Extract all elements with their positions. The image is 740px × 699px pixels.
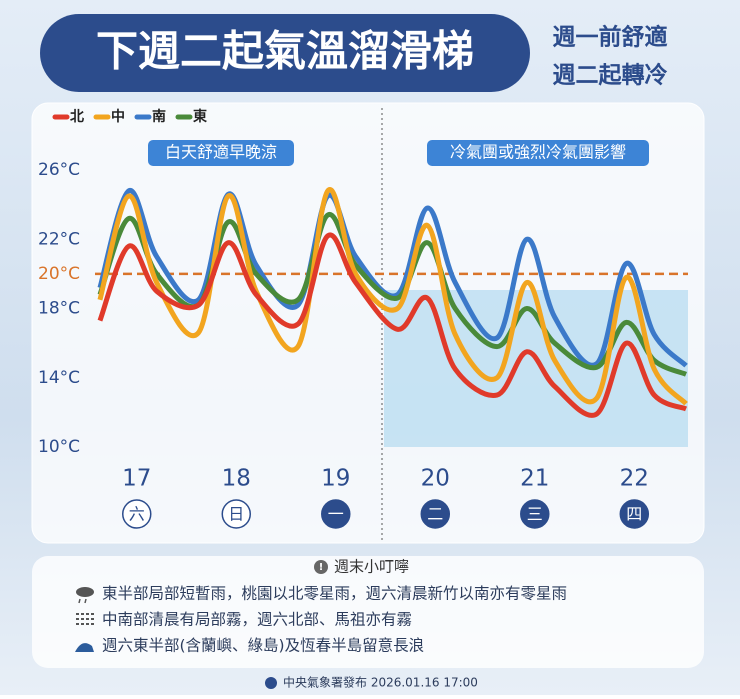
- x-tick-label: 18: [222, 466, 251, 492]
- weekday-badge: [122, 499, 152, 529]
- side-line: 週二起轉冷: [553, 62, 668, 89]
- weekday-label: 三: [527, 505, 543, 524]
- note-item: 中南部清晨有局部霧，週六北部、馬祖亦有霧: [102, 611, 412, 629]
- series-line: [97, 232, 688, 418]
- side-line: 週一前舒適: [553, 24, 668, 51]
- region-label: 冷氣團或強烈冷氣團影響: [450, 143, 626, 162]
- weekday-label: 二: [427, 505, 443, 524]
- weekday-badge: [420, 499, 451, 529]
- legend-label: 北: [70, 109, 84, 125]
- legend-label: 中: [111, 108, 125, 125]
- weekday-label: 日: [228, 505, 244, 524]
- y-tick-label: 10°C: [38, 437, 80, 457]
- legend-label: 南: [152, 108, 166, 125]
- legend-label: 東: [193, 108, 207, 125]
- note-item: 東半部局部短暫雨，桃園以北零星雨，週六清晨新竹以南亦有零星雨: [102, 585, 567, 603]
- title-banner: [40, 14, 530, 92]
- series-line: [97, 187, 688, 406]
- title: 下週二起氣溫溜滑梯: [96, 27, 474, 76]
- notes-card: [32, 556, 704, 668]
- x-tick-label: 21: [520, 466, 549, 492]
- wave-icon: [75, 643, 94, 652]
- agency-logo: [265, 677, 277, 689]
- info-icon-mark: !: [319, 562, 324, 573]
- y-tick-label: 18°C: [38, 299, 80, 319]
- y-tick-label: 14°C: [38, 368, 80, 388]
- series-line: [97, 188, 688, 368]
- y-tick-label: 22°C: [38, 229, 80, 249]
- weekday-label: 六: [129, 505, 145, 524]
- weekday-label: 四: [626, 505, 642, 524]
- info-icon: [314, 560, 328, 574]
- reference-label: 20°C: [38, 264, 80, 284]
- footer: 中央氣象署發布 2026.01.16 17:00: [283, 675, 478, 690]
- weekday-badge: [520, 499, 550, 529]
- x-tick-label: 20: [421, 466, 450, 492]
- x-tick-label: 22: [620, 466, 649, 492]
- rain-icon: [76, 587, 94, 604]
- weekday-label: 一: [328, 505, 344, 524]
- x-tick-label: 17: [122, 466, 151, 492]
- weekday-badge: [221, 499, 252, 529]
- weekday-badge: [321, 499, 351, 529]
- notes-heading: 週末小叮嚀: [334, 558, 409, 576]
- x-tick-label: 19: [321, 466, 350, 492]
- weekday-badge: [619, 499, 650, 529]
- plot: 10°C 14°C 18°C 22°C 26°C 北 中 南 東 20°C 17 六 18 日 19 一 20 二…: [38, 108, 688, 529]
- note-item: 週六東半部(含蘭嶼、綠島)及恆春半島留意長浪: [102, 636, 424, 655]
- fog-icon: [76, 613, 94, 625]
- y-tick-label: 26°C: [38, 160, 80, 180]
- region-label: 白天舒適早晚涼: [165, 143, 277, 162]
- region-label-box: [427, 140, 649, 166]
- region-label-box: [148, 140, 294, 166]
